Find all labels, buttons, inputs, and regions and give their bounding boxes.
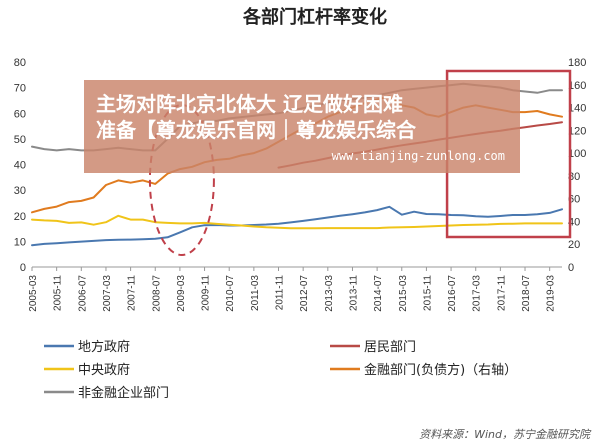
- legend-label: 居民部门: [364, 340, 416, 355]
- y-tick-label: 0: [20, 262, 26, 274]
- dashed-ellipse: [148, 104, 215, 256]
- y-tick-label: 50: [14, 134, 26, 146]
- x-tick-label: 2014-07: [373, 275, 384, 312]
- y2-tick-label: 120: [568, 125, 586, 137]
- x-tick-label: 2019-03: [546, 275, 557, 312]
- x-tick-label: 2017-03: [472, 275, 483, 312]
- y2-tick-label: 100: [568, 148, 586, 160]
- legend-label: 中央政府: [78, 363, 130, 378]
- x-tick-label: 2015-11: [422, 275, 433, 311]
- x-tick-label: 2016-07: [447, 275, 458, 312]
- y2-tick-label: 140: [568, 103, 586, 115]
- y-tick-label: 30: [14, 185, 26, 197]
- y-tick-label: 20: [14, 211, 26, 223]
- x-tick-label: 2013-03: [324, 275, 335, 312]
- x-tick-label: 2015-03: [398, 275, 409, 312]
- x-tick-label: 2013-11: [348, 275, 359, 311]
- x-tick-label: 2012-07: [299, 275, 310, 312]
- x-tick-label: 2017-11: [496, 275, 507, 311]
- watermark-url: www.tianjing-zunlong.com: [332, 149, 505, 163]
- axes: 0102030405060708002040608010012014016018…: [14, 57, 587, 312]
- watermark-line-2: 准备【尊龙娱乐官网｜尊龙娱乐综合: [96, 118, 417, 142]
- x-tick-label: 2018-07: [521, 275, 532, 312]
- x-tick-label: 2010-07: [225, 275, 236, 312]
- legend-label: 金融部门(负债方)（右轴）: [364, 362, 517, 378]
- y-tick-label: 40: [14, 160, 26, 172]
- x-tick-label: 2005-03: [28, 275, 39, 312]
- y2-tick-label: 20: [568, 239, 580, 251]
- y2-tick-label: 0: [568, 262, 574, 274]
- series-line-3: [31, 214, 563, 230]
- x-tick-label: 2009-11: [201, 275, 212, 311]
- x-tick-label: 2009-03: [176, 275, 187, 312]
- x-tick-label: 2005-11: [53, 275, 64, 311]
- y-tick-label: 70: [14, 83, 26, 95]
- x-tick-label: 2011-03: [250, 275, 261, 311]
- legend-label: 地方政府: [78, 339, 130, 355]
- series-line-1: [31, 205, 563, 247]
- y-tick-label: 10: [14, 236, 26, 248]
- watermark-line-1: 主场对阵北京北体大 辽足做好困难: [96, 92, 403, 116]
- x-tick-label: 2006-07: [77, 275, 88, 312]
- x-tick-label: 2007-03: [102, 275, 113, 312]
- x-tick-label: 2011-11: [275, 275, 286, 311]
- y-tick-label: 60: [14, 108, 26, 120]
- watermark-background: [84, 80, 520, 173]
- x-tick-label: 2007-11: [127, 275, 138, 311]
- y-tick-label: 80: [14, 57, 26, 69]
- chart-title: 各部门杠杆率变化: [242, 6, 387, 28]
- source-note: 资料来源：Wind，苏宁金融研究院: [419, 428, 592, 441]
- y2-tick-label: 160: [568, 80, 586, 92]
- y2-tick-label: 180: [568, 57, 586, 69]
- watermark-overlay: 主场对阵北京北体大 辽足做好困难 准备【尊龙娱乐官网｜尊龙娱乐综合 www.ti…: [84, 80, 520, 173]
- legend-label: 非金融企业部门: [78, 385, 169, 401]
- x-tick-label: 2008-07: [151, 275, 162, 312]
